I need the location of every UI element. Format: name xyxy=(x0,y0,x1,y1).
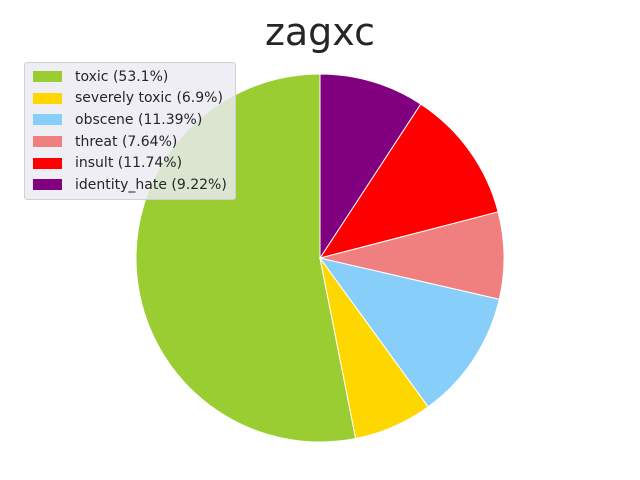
pie-slice-4 xyxy=(318,103,499,259)
legend-item-4: insult (11.74%) xyxy=(33,152,227,174)
chart-title: zagxc xyxy=(264,10,376,54)
legend: toxic (53.1%) severely toxic (6.9%) obscen… xyxy=(24,62,236,200)
pie-slice-2 xyxy=(318,257,500,408)
legend-swatch-5 xyxy=(33,179,62,191)
legend-swatch-4 xyxy=(33,157,62,169)
legend-swatch-2 xyxy=(33,114,62,126)
legend-label-2: obscene (11.39%) xyxy=(75,111,203,128)
pie-slice-5 xyxy=(319,73,422,260)
legend-swatch-0 xyxy=(33,71,62,83)
legend-item-2: obscene (11.39%) xyxy=(33,109,227,131)
legend-swatch-1 xyxy=(33,92,62,104)
legend-item-0: toxic (53.1%) xyxy=(33,66,227,88)
legend-item-5: identity_hate (9.22%) xyxy=(33,174,227,196)
legend-label-1: severely toxic (6.9%) xyxy=(75,90,223,107)
legend-label-3: threat (7.64%) xyxy=(75,133,178,150)
legend-label-0: toxic (53.1%) xyxy=(75,68,169,85)
legend-swatch-3 xyxy=(33,136,62,148)
legend-label-5: identity_hate (9.22%) xyxy=(75,176,227,193)
pie-slices xyxy=(135,73,505,443)
legend-item-1: severely toxic (6.9%) xyxy=(33,88,227,110)
legend-label-4: insult (11.74%) xyxy=(75,155,183,172)
legend-item-3: threat (7.64%) xyxy=(33,131,227,153)
